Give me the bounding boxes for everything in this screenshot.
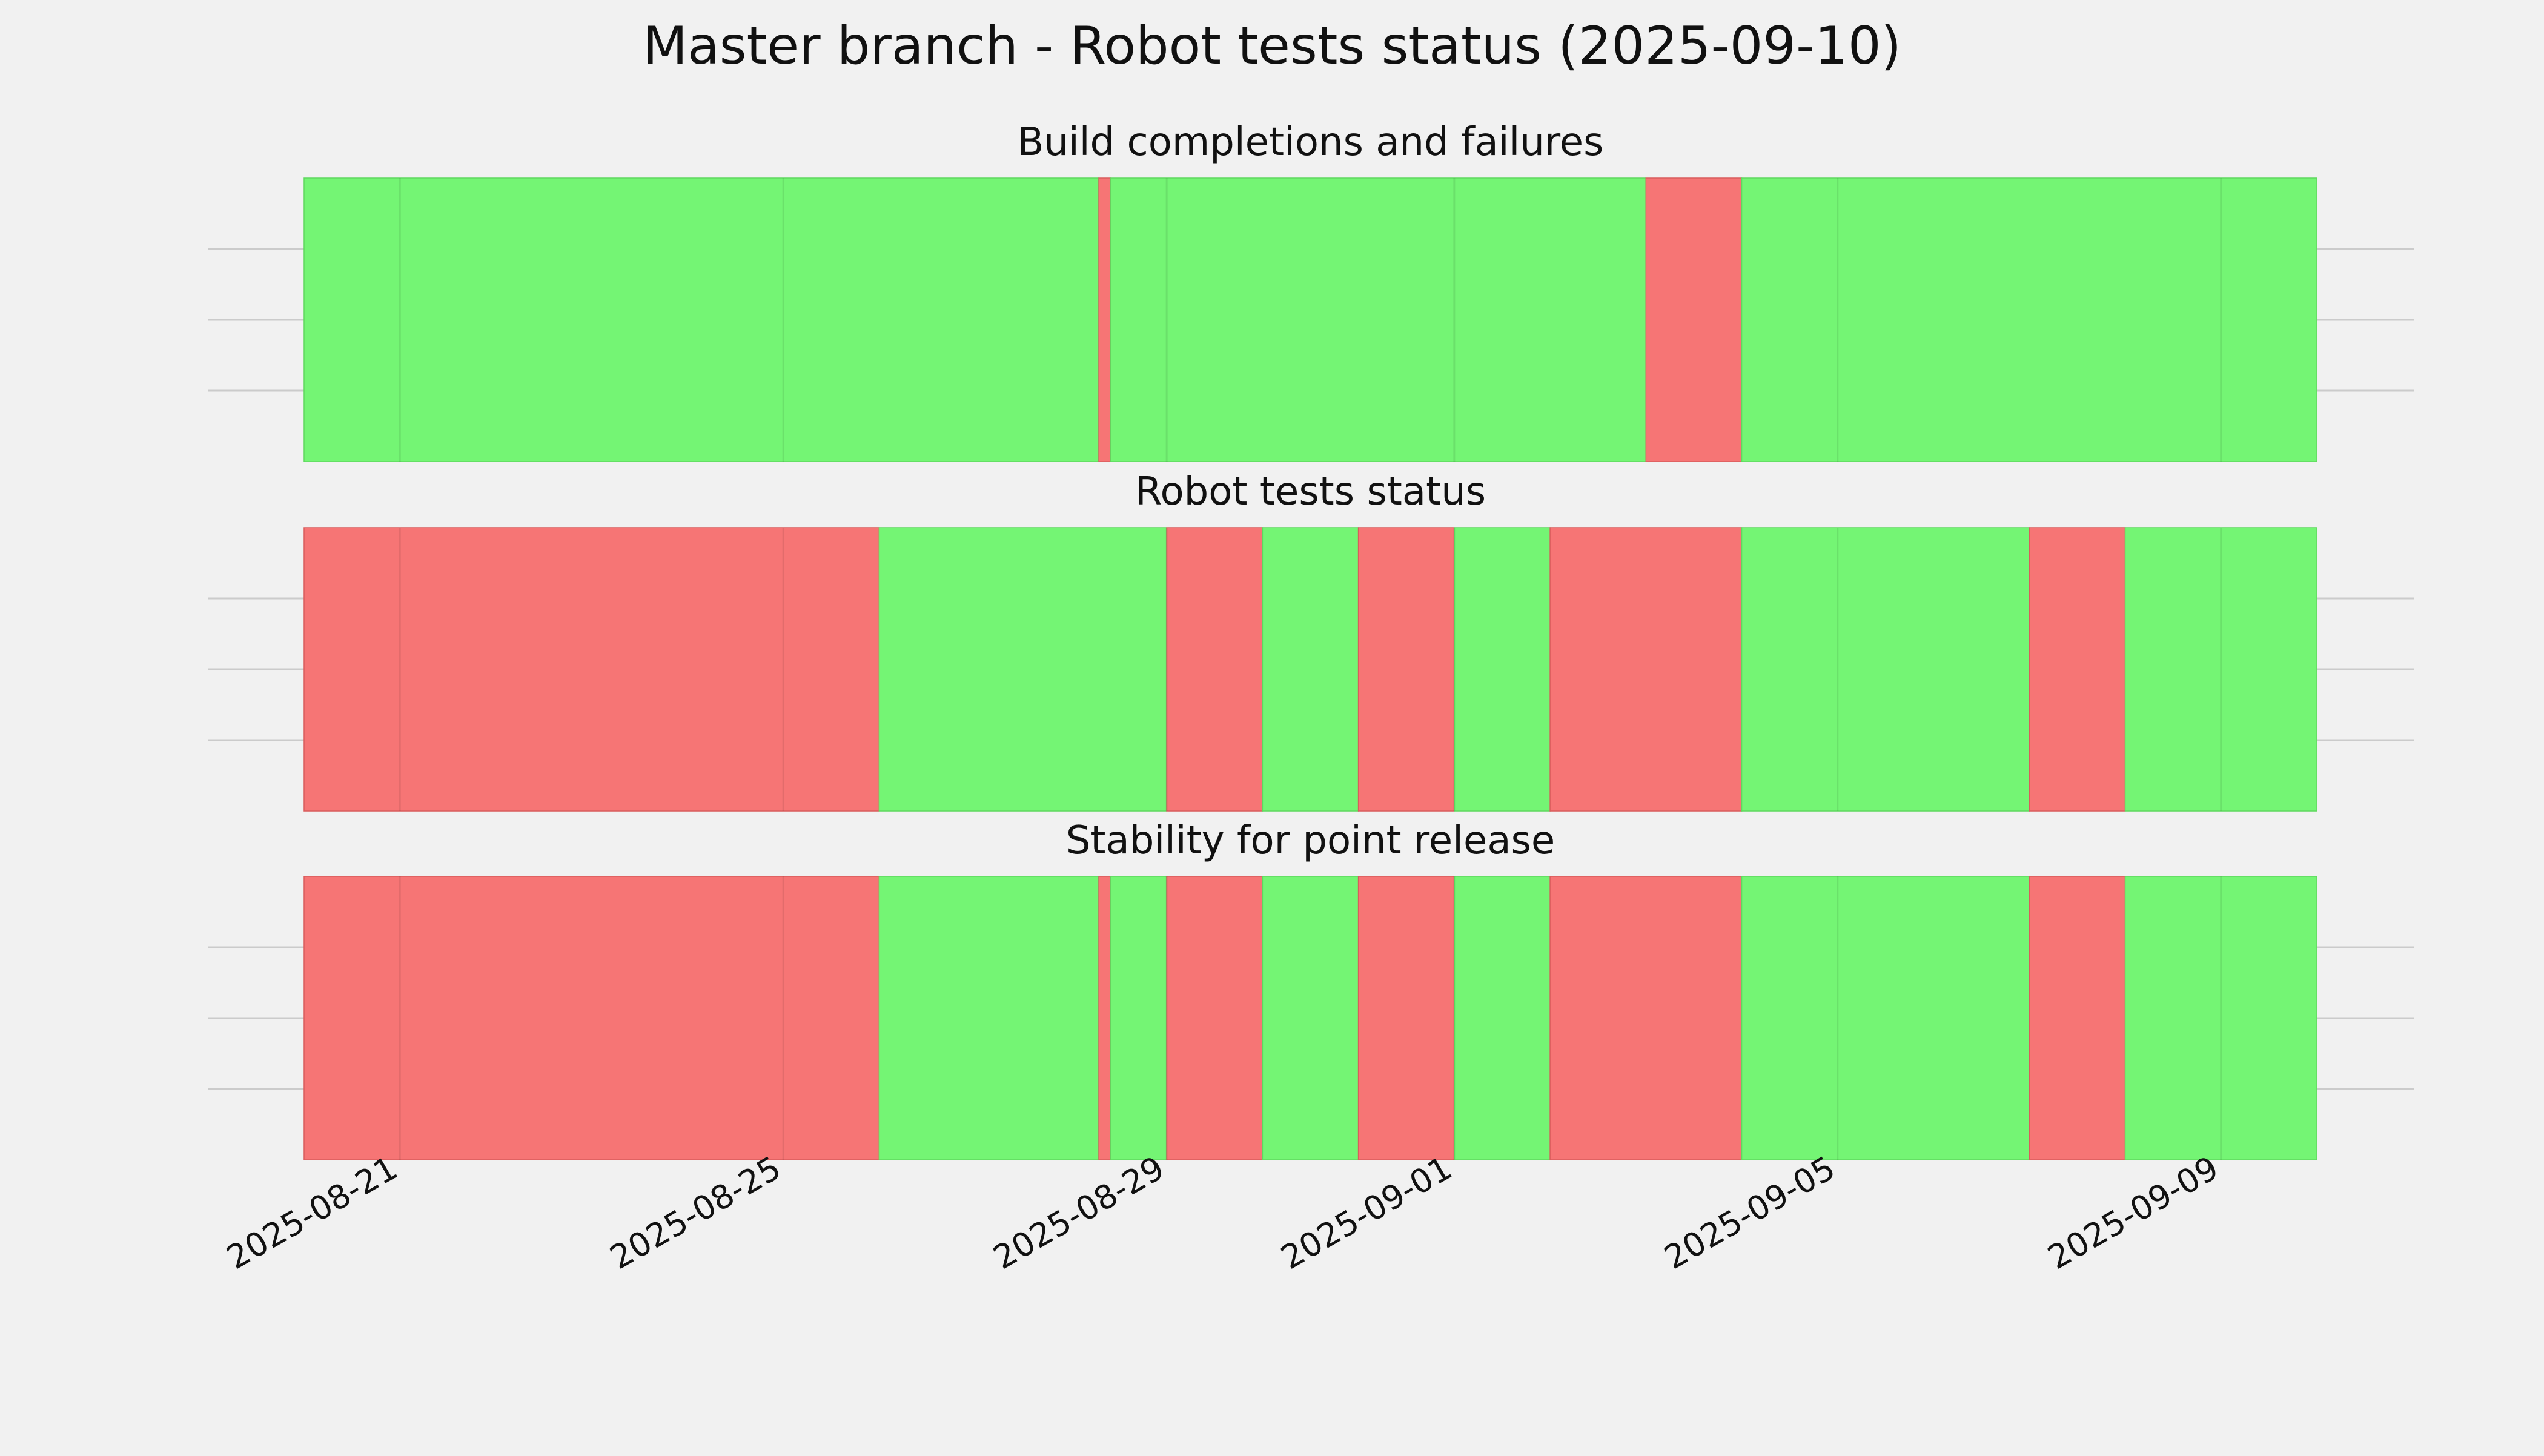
segment-pass — [1110, 177, 1647, 462]
segment-pass — [878, 527, 1167, 812]
segment-fail — [1549, 876, 1743, 1160]
segment-fail — [2029, 876, 2126, 1160]
x-tick-label: 2025-09-05 — [1658, 1149, 1841, 1277]
panel-1: Build completions and failures — [208, 120, 2414, 462]
segment-fail — [1166, 876, 1264, 1160]
segment-fail — [1098, 177, 1111, 462]
segment-fail — [2029, 527, 2126, 812]
panel-2: Robot tests status — [208, 469, 2414, 812]
segment-fail — [1166, 527, 1264, 812]
segment-fail — [1357, 876, 1455, 1160]
segment-pass — [878, 876, 1099, 1160]
x-tick-label: 2025-08-25 — [603, 1149, 787, 1277]
segment-pass — [1454, 876, 1551, 1160]
panel-title: Stability for point release — [1066, 818, 1555, 863]
segment-pass — [1741, 177, 2317, 462]
segment-pass — [1262, 527, 1359, 812]
segment-pass — [1262, 876, 1359, 1160]
segment-pass — [1454, 527, 1551, 812]
segment-fail — [303, 527, 880, 812]
segment-pass — [1741, 876, 2030, 1160]
segment-fail — [1645, 177, 1743, 462]
x-tick-label: 2025-09-09 — [2041, 1149, 2225, 1277]
x-tick-label: 2025-09-01 — [1274, 1149, 1458, 1277]
segment-pass — [1110, 876, 1167, 1160]
segment-pass — [2124, 876, 2317, 1160]
segment-fail — [1357, 527, 1455, 812]
segment-pass — [2124, 527, 2317, 812]
segment-fail — [303, 876, 880, 1160]
x-tick-label: 2025-08-21 — [220, 1149, 403, 1277]
panel-title: Build completions and failures — [1018, 120, 1604, 165]
panel-3: Stability for point release — [208, 818, 2414, 1160]
x-tick-label: 2025-08-29 — [987, 1149, 1170, 1277]
segment-pass — [1741, 527, 2030, 812]
segment-fail — [1098, 876, 1111, 1160]
segment-fail — [1549, 527, 1743, 812]
panel-title: Robot tests status — [1135, 469, 1486, 514]
chart-title: Master branch - Robot tests status (2025… — [643, 16, 1901, 76]
segment-pass — [303, 177, 1099, 462]
